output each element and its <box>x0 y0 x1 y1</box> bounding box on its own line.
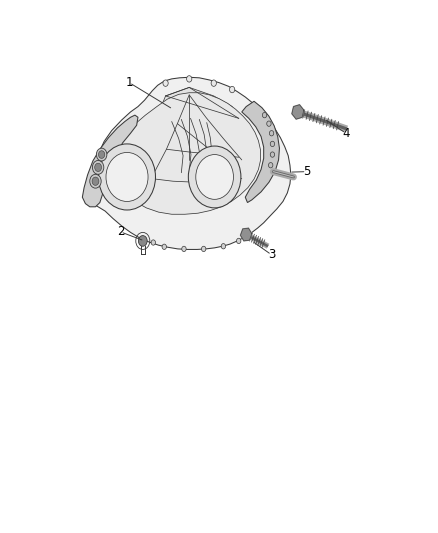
Circle shape <box>99 151 105 158</box>
Circle shape <box>162 244 166 249</box>
Polygon shape <box>85 77 291 249</box>
Circle shape <box>268 163 273 168</box>
Circle shape <box>95 163 102 172</box>
Circle shape <box>230 86 235 93</box>
Polygon shape <box>242 101 279 203</box>
Circle shape <box>270 152 275 157</box>
Text: 4: 4 <box>342 127 350 140</box>
Circle shape <box>96 148 107 161</box>
Circle shape <box>187 76 192 82</box>
Text: 1: 1 <box>125 76 133 89</box>
Text: 5: 5 <box>303 165 310 178</box>
Polygon shape <box>94 93 261 214</box>
Text: 3: 3 <box>268 248 275 261</box>
Circle shape <box>182 246 186 252</box>
Ellipse shape <box>99 144 155 210</box>
Circle shape <box>211 80 216 86</box>
Circle shape <box>267 121 271 126</box>
Circle shape <box>138 236 147 246</box>
Polygon shape <box>240 228 252 241</box>
Circle shape <box>92 160 104 174</box>
Circle shape <box>237 238 241 244</box>
Polygon shape <box>292 105 304 119</box>
Text: 2: 2 <box>117 225 124 238</box>
Polygon shape <box>155 87 239 145</box>
Circle shape <box>201 246 206 252</box>
Circle shape <box>90 174 101 188</box>
Ellipse shape <box>188 146 241 208</box>
Circle shape <box>269 131 274 136</box>
Circle shape <box>163 80 168 86</box>
Circle shape <box>270 141 275 147</box>
Circle shape <box>151 240 155 245</box>
Polygon shape <box>82 115 138 207</box>
Circle shape <box>92 177 99 185</box>
Circle shape <box>221 244 226 249</box>
Ellipse shape <box>196 155 233 199</box>
Circle shape <box>262 112 267 118</box>
Ellipse shape <box>106 152 148 201</box>
